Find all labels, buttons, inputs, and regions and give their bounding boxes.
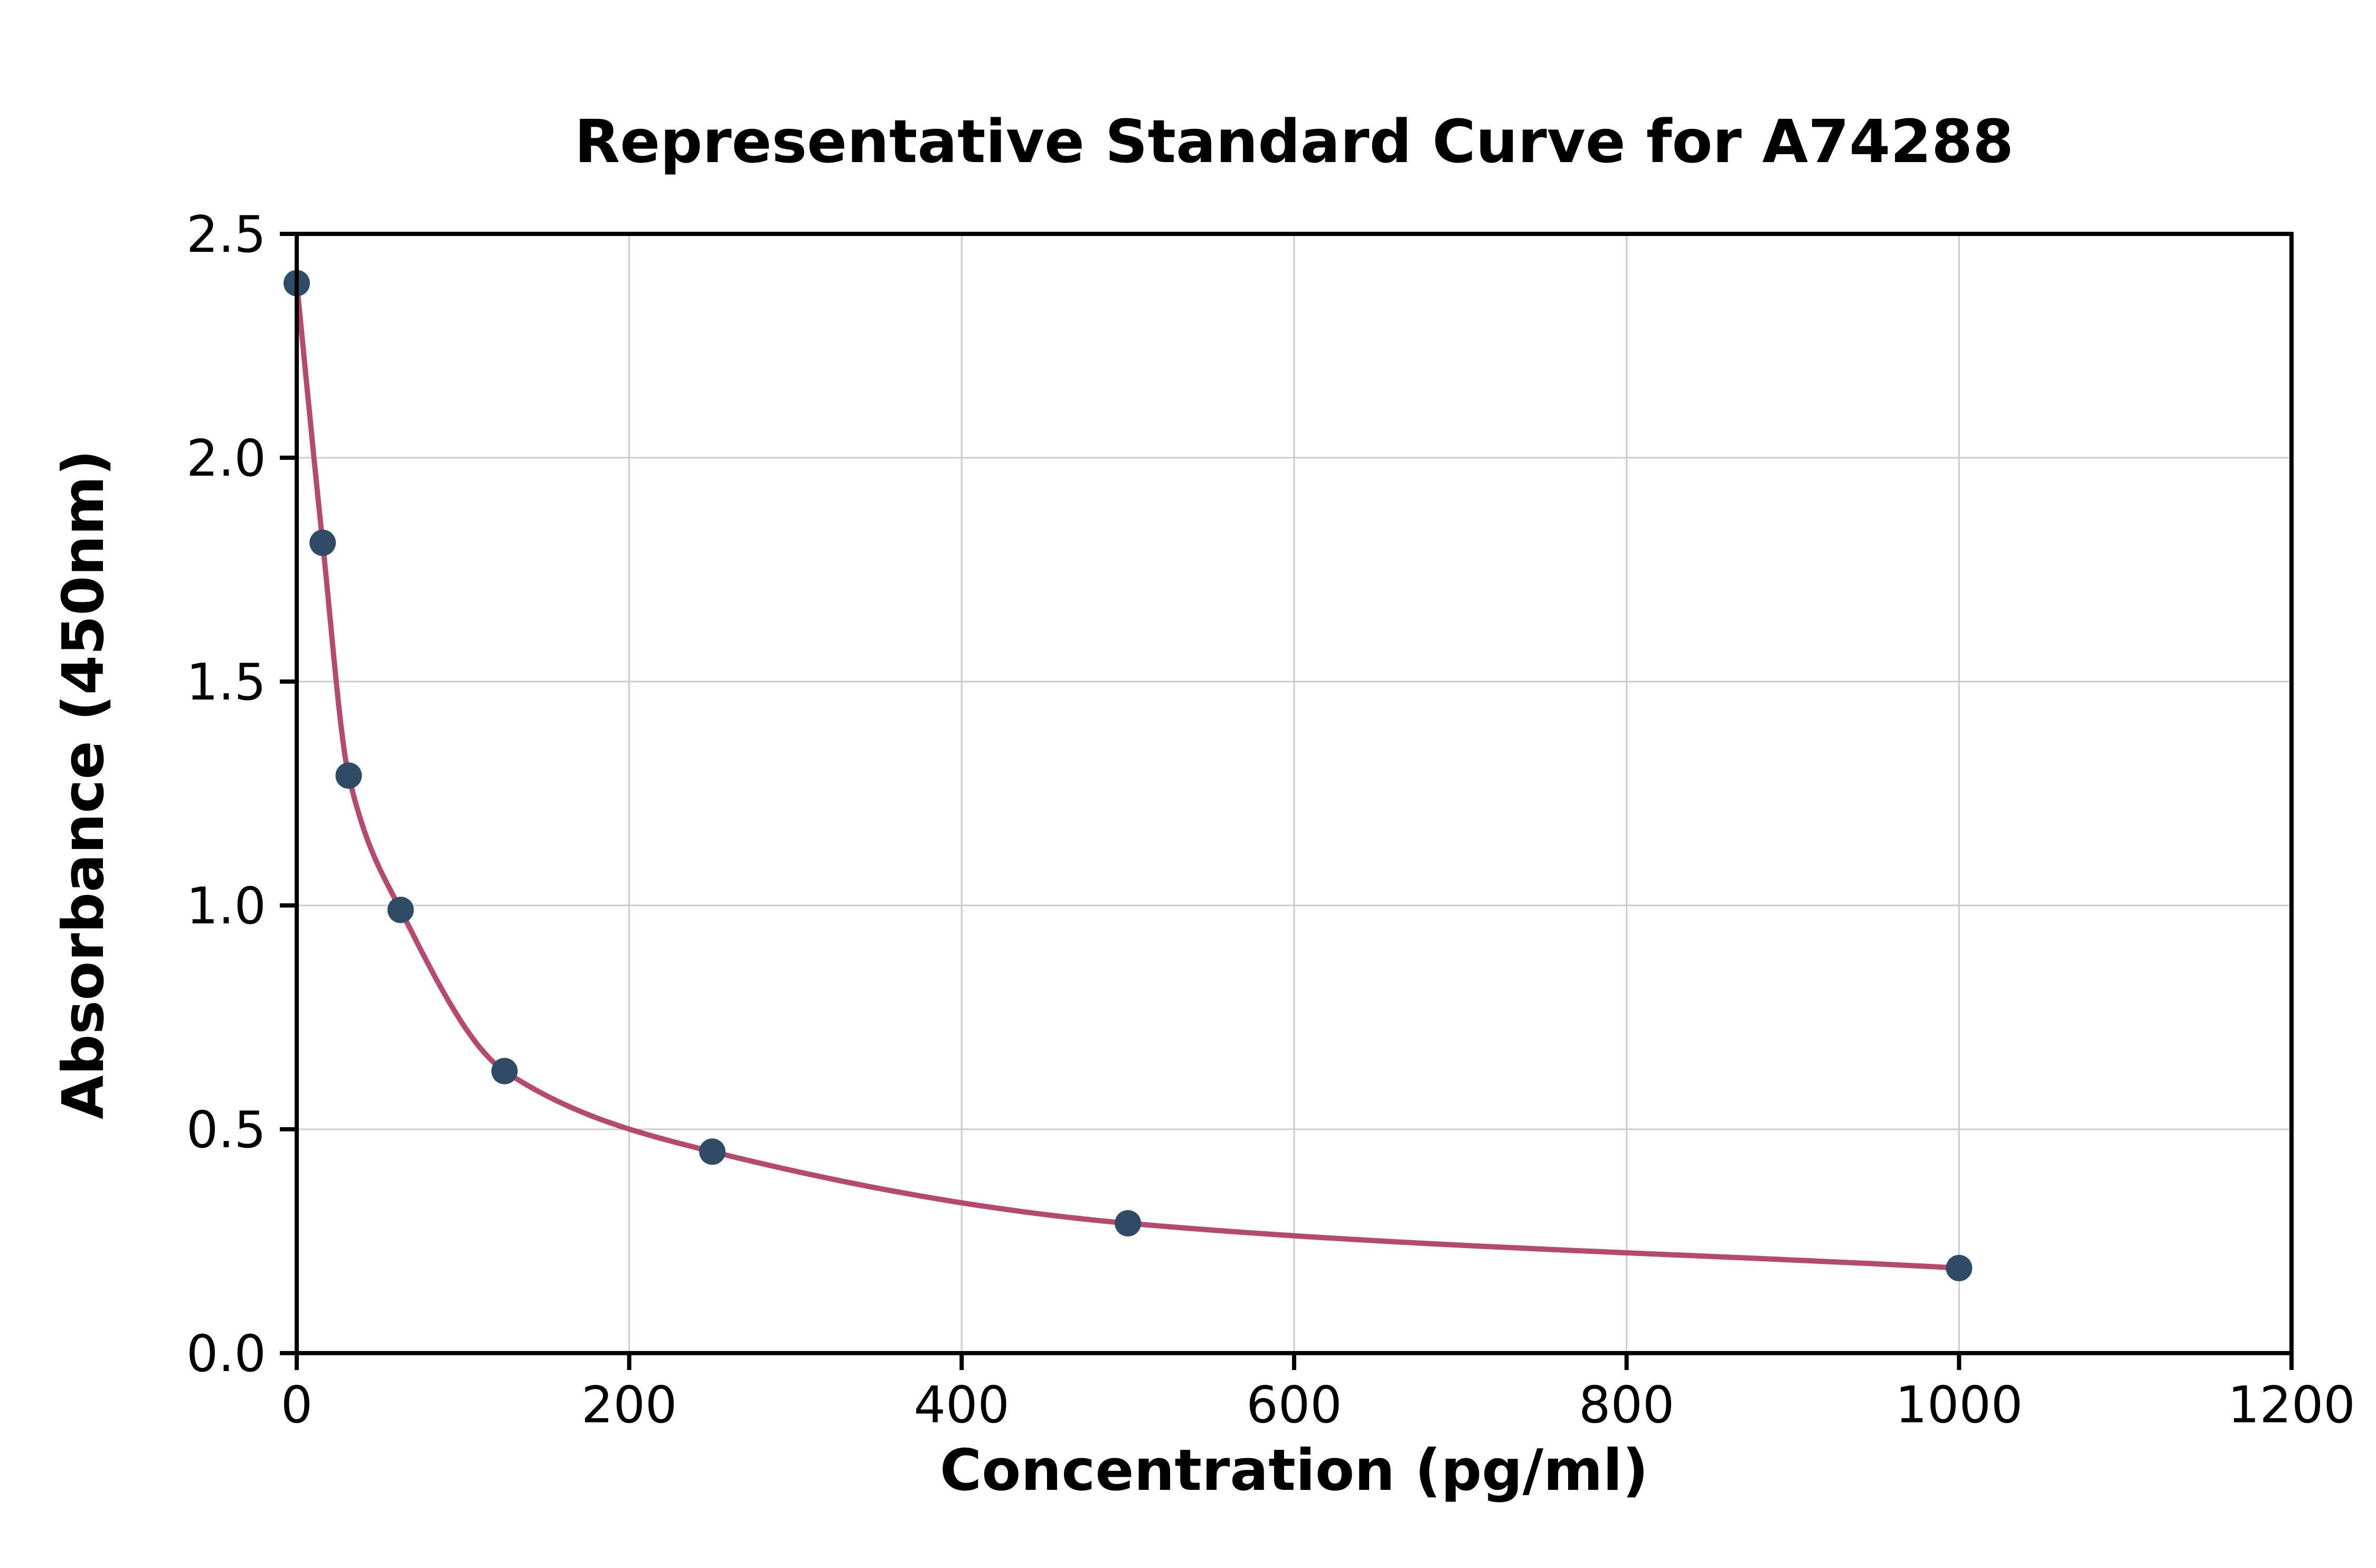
fit-curve-line [294, 280, 1962, 1271]
grid-lines [296, 233, 2293, 1354]
data-point [491, 1057, 518, 1084]
y-tick-label: 0.0 [186, 1325, 266, 1383]
x-tick-label: 200 [581, 1376, 677, 1434]
y-tick-label: 1.5 [186, 654, 266, 712]
data-point [309, 530, 336, 556]
x-tick-label: 1000 [1895, 1376, 2023, 1434]
data-point [335, 762, 362, 789]
data-point [1946, 1254, 1973, 1281]
axis-ticks [280, 232, 2294, 1370]
y-tick-label: 0.5 [186, 1101, 266, 1159]
x-tick-label: 0 [281, 1376, 313, 1434]
x-axis-label: Concentration (pg/ml) [940, 1438, 1648, 1504]
x-tick-label: 600 [1246, 1376, 1342, 1434]
tick-labels: 0 200 400 600 800 1000 1200 0.0 0.5 1.0 1.5 2.0 2.5 [186, 206, 2355, 1434]
data-point [699, 1138, 726, 1165]
y-axis-label: Absorbance (450nm) [51, 450, 117, 1119]
x-tick-label: 800 [1579, 1376, 1674, 1434]
y-tick-label: 2.5 [186, 206, 266, 264]
y-tick-label: 1.0 [186, 877, 266, 936]
y-tick-label: 2.0 [186, 430, 266, 488]
x-tick-label: 400 [914, 1376, 1010, 1434]
data-point [1115, 1210, 1142, 1237]
chart-title: Representative Standard Curve for A74288 [574, 108, 2014, 176]
x-tick-label: 1200 [2228, 1376, 2355, 1434]
data-point [387, 896, 414, 923]
plot-border [295, 232, 2294, 1355]
